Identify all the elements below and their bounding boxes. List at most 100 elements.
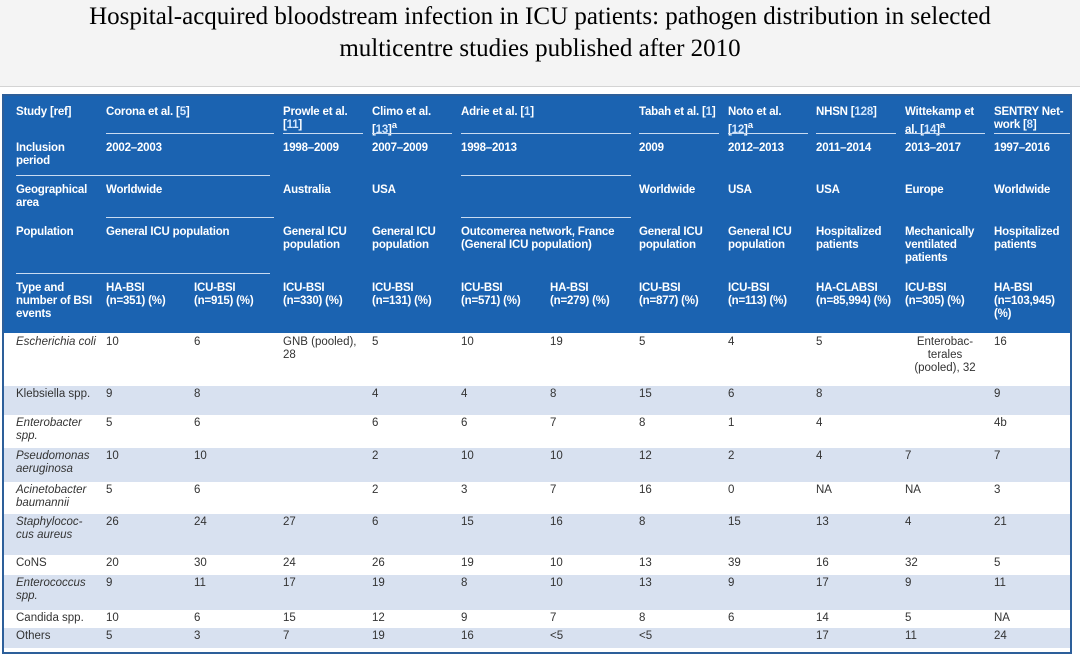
data-cell: 6 [194,612,201,624]
ref-link[interactable]: 13 [375,123,389,136]
data-cell: 16 [639,484,652,496]
data-cell: 5 [106,484,113,496]
ref-link[interactable]: 8 [1026,119,1033,131]
data-cell: 9 [106,577,113,589]
pathogen-name: Klebsiella spp. [16,388,91,400]
data-cell: 24 [994,630,1007,642]
data-cell: 17 [283,577,296,589]
geo-cell: Worldwide [994,184,1051,196]
data-cell: 5 [816,336,823,348]
data-cell: 8 [461,577,468,589]
data-cell: 6 [728,388,735,400]
divider [461,133,631,134]
ref-link[interactable]: 1 [705,106,712,118]
data-cell: 6 [194,417,201,429]
inclusion-cell: 2013–2017 [905,142,961,154]
data-cell: 26 [106,516,119,528]
row-band [4,386,1070,415]
pathogen-name: Escherichia coli [16,336,96,348]
data-cell: 39 [728,557,741,569]
data-cell: 14 [816,612,829,624]
data-cell: 19 [372,630,385,642]
data-cell: 8 [639,612,646,624]
divider [372,133,452,134]
row-label-type: Type and number of BSI events [16,282,92,320]
data-cell: 5 [106,630,113,642]
pathogen-name: Enterobacter spp. [16,417,82,442]
data-cell: 16 [461,630,474,642]
data-cell: <5 [550,630,564,642]
study-header: Noto et al. [12]a [728,106,782,136]
data-cell: 10 [550,577,563,589]
row-band [4,575,1070,610]
row-band [4,628,1070,648]
data-cell: 2 [372,450,379,462]
divider [994,133,1070,134]
inclusion-cell: 2009 [639,142,664,154]
inclusion-cell: 2002–2003 [106,142,162,154]
data-cell: 2 [728,450,735,462]
divider [461,175,631,176]
divider [728,133,808,134]
data-cell: 20 [106,557,119,569]
ref-link[interactable]: 5 [179,106,186,118]
data-cell: 11 [905,630,917,642]
data-cell: 6 [372,516,379,528]
title-bar: Hospital-acquired bloodstream infection … [0,0,1080,87]
ref-link[interactable]: 12 [731,123,745,136]
ref-link[interactable]: 11 [286,119,299,131]
pathogen-name: Staphylococ-cus aureus [16,516,83,541]
study-header: Prowle et al. [11] [283,106,348,131]
type-cell: ICU-BSI (n=877) (%) [639,282,699,307]
title-line-2: multicentre studies published after 2010 [339,35,741,62]
data-cell: 15 [461,516,474,528]
row-band [4,514,1070,555]
ref-link[interactable]: 128 [854,106,874,118]
data-cell: 5 [106,417,113,429]
geo-cell: USA [728,184,752,196]
data-cell: 19 [461,557,474,569]
divider [106,133,274,134]
data-cell: 8 [639,516,646,528]
data-cell: Enterobac-terales (pooled), 32 [914,336,976,374]
data-cell: 11 [994,577,1006,589]
type-cell: ICU-BSI (n=305) (%) [905,282,965,307]
geo-cell: USA [372,184,396,196]
inclusion-cell: 1998–2009 [283,142,339,154]
title-line-1: Hospital-acquired bloodstream infection … [89,3,991,30]
data-cell: 10 [106,336,119,348]
data-cell: 10 [550,450,563,462]
type-cell: ICU-BSI (n=131) (%) [372,282,432,307]
ref-link[interactable]: 1 [524,106,531,118]
divider [106,217,274,218]
data-cell: 4 [905,516,912,528]
type-cell: HA-BSI (n=103,945) (%) [994,282,1055,320]
data-cell: 12 [372,612,385,624]
inclusion-cell: 2011–2014 [816,142,872,154]
data-cell: 19 [550,336,563,348]
row-band [4,448,1070,482]
geo-cell: Worldwide [639,184,696,196]
geo-cell: Australia [283,184,331,196]
study-header: SENTRY Net-work [8] [994,106,1064,131]
data-cell: 0 [728,484,735,496]
data-cell: <5 [639,630,653,642]
type-cell: ICU-BSI (n=113) (%) [728,282,787,307]
data-cell: 13 [816,516,829,528]
data-cell: 15 [283,612,296,624]
data-cell: 13 [639,557,652,569]
data-cell: 10 [106,612,119,624]
data-cell: 5 [905,612,912,624]
data-cell: 2 [372,484,379,496]
data-cell: 10 [194,450,207,462]
data-cell: 3 [994,484,1001,496]
page-title: Hospital-acquired bloodstream infection … [0,1,1080,65]
data-cell: 9 [994,388,1001,400]
row-label-geo: Geographical area [16,184,88,209]
population-cell: Mechanically ventilated patients [905,226,975,264]
data-cell: 17 [816,577,829,589]
geo-cell: Worldwide [106,184,163,196]
study-header: NHSN [128] [816,106,877,118]
bottom-border [4,652,1070,654]
ref-link[interactable]: 14 [923,123,937,136]
